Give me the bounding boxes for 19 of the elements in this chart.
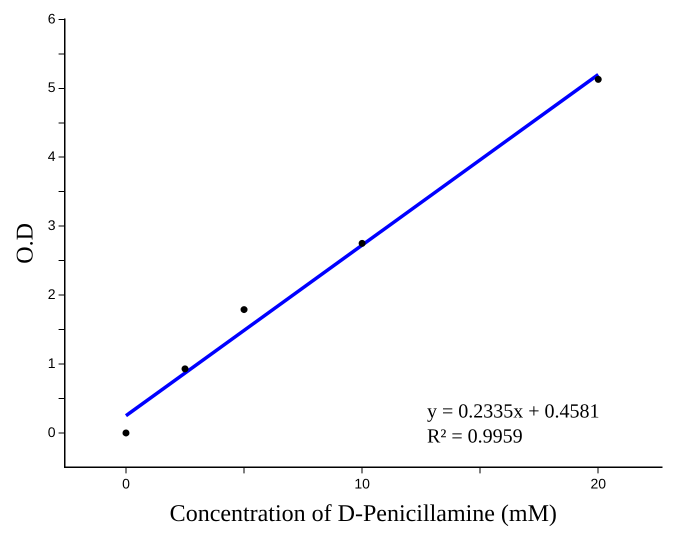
x-tick-label: 10: [354, 476, 370, 492]
y-tick-label: 4: [48, 148, 56, 164]
point: [182, 365, 189, 372]
y-tick-label: 0: [48, 424, 56, 440]
point: [594, 76, 602, 83]
point: [240, 306, 248, 314]
x-tick-label: 0: [122, 476, 130, 492]
x-axis-title: Concentration of D-Penicillamine (mM): [170, 500, 557, 527]
x-tick-label: 20: [590, 476, 606, 492]
point: [358, 240, 366, 247]
y-tick-label: 2: [48, 286, 56, 302]
y-tick-label: 6: [48, 10, 56, 26]
y-tick-label: 3: [48, 217, 56, 234]
point: [122, 429, 130, 436]
annotation: R² = 0.9959: [427, 425, 523, 448]
annotation: y = 0.2335x + 0.4581: [427, 400, 600, 422]
y-axis-title: O.D: [12, 223, 39, 264]
y-tick-label: 5: [48, 79, 56, 96]
y-tick-label: 1: [48, 354, 56, 371]
